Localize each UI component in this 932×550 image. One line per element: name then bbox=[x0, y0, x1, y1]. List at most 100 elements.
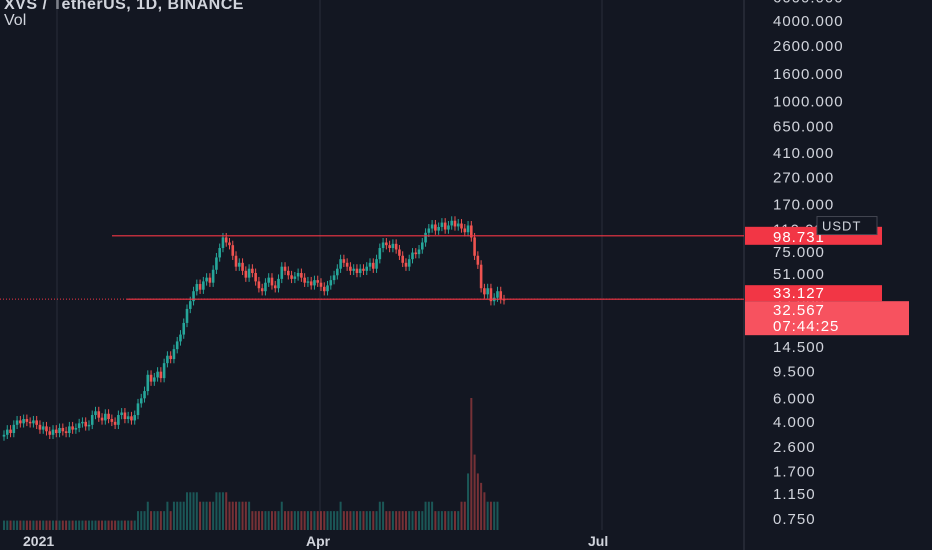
candle bbox=[293, 276, 297, 279]
volume-bar bbox=[293, 511, 296, 530]
candle bbox=[345, 262, 349, 267]
volume-bar bbox=[248, 501, 251, 530]
volume-bar bbox=[136, 511, 139, 530]
candle bbox=[358, 268, 362, 274]
volume-bar bbox=[460, 501, 463, 530]
candle bbox=[172, 349, 176, 360]
volume-bar bbox=[418, 511, 421, 530]
volume-bar bbox=[55, 520, 58, 530]
volume-bar bbox=[329, 511, 332, 530]
candle bbox=[68, 426, 71, 434]
volume-bar bbox=[270, 511, 273, 530]
volume-bar bbox=[457, 511, 460, 530]
candle bbox=[234, 255, 238, 267]
candle bbox=[71, 426, 74, 430]
candle bbox=[306, 281, 310, 283]
volume-bar bbox=[444, 511, 447, 530]
volume-bar bbox=[274, 511, 277, 530]
volume-bar bbox=[257, 511, 260, 530]
candle bbox=[84, 421, 87, 427]
volume-bar bbox=[342, 511, 345, 530]
candle bbox=[153, 377, 156, 382]
volume-bar bbox=[408, 511, 411, 530]
volume-bar bbox=[355, 511, 358, 530]
candle bbox=[179, 334, 182, 342]
volume-bar bbox=[48, 520, 51, 530]
candle bbox=[41, 426, 45, 430]
volume-bar bbox=[300, 511, 303, 530]
candle bbox=[443, 222, 447, 230]
volume-bar bbox=[493, 501, 496, 530]
price-tick-label: 6000.000 bbox=[773, 0, 844, 6]
candle bbox=[486, 288, 489, 295]
candle bbox=[427, 228, 431, 233]
candle bbox=[473, 237, 476, 256]
candle bbox=[87, 424, 91, 427]
candle bbox=[136, 403, 140, 416]
candle bbox=[32, 420, 35, 424]
last-price-tag bbox=[745, 301, 909, 336]
candle bbox=[296, 273, 300, 277]
volume-bar bbox=[25, 520, 28, 530]
candle bbox=[51, 429, 55, 435]
candle bbox=[394, 243, 398, 250]
volume-bar bbox=[114, 520, 117, 530]
volume-bar bbox=[94, 520, 97, 530]
volume-bar bbox=[29, 520, 32, 530]
candle bbox=[162, 363, 166, 379]
candle bbox=[126, 416, 130, 420]
candle bbox=[166, 355, 169, 364]
volume-bar bbox=[251, 511, 254, 530]
candle bbox=[12, 424, 16, 434]
volume-bar bbox=[437, 511, 440, 530]
volume-bar bbox=[133, 520, 136, 530]
volume-bar bbox=[146, 501, 149, 530]
candle bbox=[22, 419, 25, 424]
candle bbox=[329, 280, 333, 286]
volume-bar bbox=[467, 473, 470, 530]
volume-bar bbox=[205, 501, 208, 530]
candle bbox=[277, 278, 280, 289]
volume-bar bbox=[42, 520, 45, 530]
volume-bar bbox=[431, 501, 434, 530]
time-tick-label: Jul bbox=[588, 533, 608, 549]
volume-bar bbox=[192, 492, 195, 530]
candle bbox=[489, 288, 493, 302]
candle bbox=[251, 268, 254, 274]
candle bbox=[407, 259, 411, 267]
volume-bar bbox=[336, 511, 339, 530]
volume-bar bbox=[427, 501, 430, 530]
volume-bar bbox=[140, 511, 143, 530]
price-tick-label: 1000.000 bbox=[773, 93, 844, 110]
volume-bar bbox=[218, 492, 221, 530]
volume-bar bbox=[215, 492, 218, 530]
price-tick-label: 2.600 bbox=[773, 439, 816, 456]
volume-bar bbox=[104, 520, 107, 530]
volume-bar bbox=[297, 511, 300, 530]
candle bbox=[143, 391, 146, 399]
candle bbox=[218, 248, 221, 258]
candle bbox=[460, 223, 463, 229]
volume-bar bbox=[496, 501, 499, 530]
volume-bar bbox=[284, 511, 287, 530]
candle bbox=[202, 281, 205, 290]
volume-bar bbox=[179, 501, 182, 530]
candle bbox=[77, 423, 81, 428]
candle bbox=[169, 355, 172, 360]
price-tick-label: 75.000 bbox=[773, 244, 825, 261]
volume-bar bbox=[6, 520, 9, 530]
candle bbox=[309, 281, 313, 286]
volume-bar bbox=[208, 501, 211, 530]
candle bbox=[90, 415, 94, 425]
volume-bar bbox=[310, 511, 313, 530]
candle bbox=[479, 264, 483, 289]
volume-bar bbox=[163, 511, 166, 530]
candle bbox=[404, 262, 408, 267]
candle bbox=[224, 237, 228, 243]
candle bbox=[120, 412, 123, 416]
volume-bar bbox=[176, 501, 179, 530]
candle bbox=[175, 341, 179, 350]
candle bbox=[326, 285, 329, 292]
candle bbox=[5, 429, 9, 435]
